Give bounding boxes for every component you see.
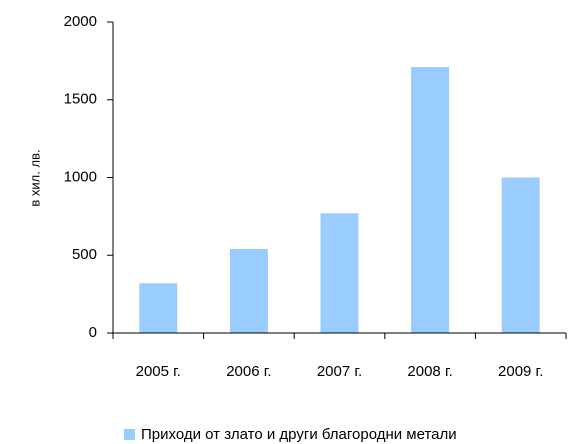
- y-tick-label: 0: [89, 324, 97, 341]
- bar: [501, 177, 540, 333]
- bar: [320, 213, 359, 333]
- x-tick-label: 2006 г.: [226, 363, 271, 380]
- x-tick-label: 2005 г.: [136, 363, 181, 380]
- y-tick-label: 500: [72, 246, 97, 263]
- legend-label: Приходи от злато и други благородни мета…: [141, 426, 457, 443]
- x-tick-label: 2009 г.: [498, 363, 543, 380]
- bar: [139, 283, 178, 333]
- y-axis-label: в хил. лв.: [27, 149, 42, 206]
- y-tick-label: 2000: [64, 13, 97, 30]
- legend-swatch: [124, 429, 135, 440]
- x-tick-label: 2008 г.: [407, 363, 452, 380]
- bar: [411, 67, 450, 333]
- x-tick-label: 2007 г.: [317, 363, 362, 380]
- y-tick-label: 1000: [64, 168, 97, 185]
- y-tick-label: 1500: [64, 91, 97, 108]
- bar: [229, 249, 268, 333]
